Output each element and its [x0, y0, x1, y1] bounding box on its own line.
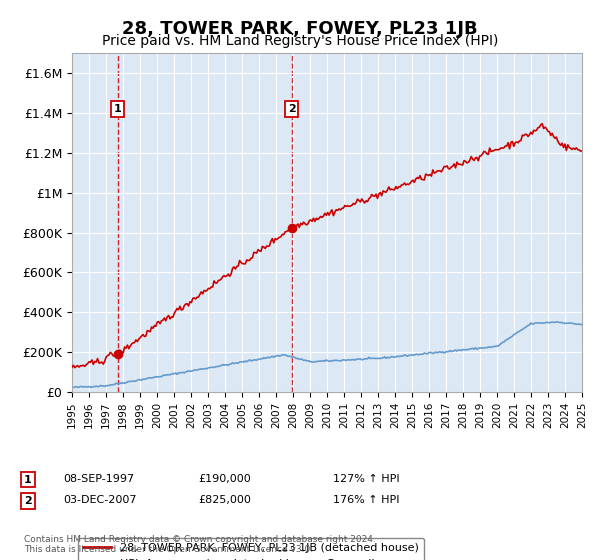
Text: Contains HM Land Registry data © Crown copyright and database right 2024.
This d: Contains HM Land Registry data © Crown c…	[24, 535, 376, 554]
Text: £825,000: £825,000	[198, 495, 251, 505]
Text: 127% ↑ HPI: 127% ↑ HPI	[333, 474, 400, 484]
Legend: 28, TOWER PARK, FOWEY, PL23 1JB (detached house), HPI: Average price, detached h: 28, TOWER PARK, FOWEY, PL23 1JB (detache…	[77, 538, 424, 560]
Text: 2: 2	[24, 496, 32, 506]
Text: 176% ↑ HPI: 176% ↑ HPI	[333, 495, 400, 505]
Text: 1: 1	[114, 104, 122, 114]
Text: Price paid vs. HM Land Registry's House Price Index (HPI): Price paid vs. HM Land Registry's House …	[102, 34, 498, 48]
Text: 28, TOWER PARK, FOWEY, PL23 1JB: 28, TOWER PARK, FOWEY, PL23 1JB	[122, 20, 478, 38]
Text: £190,000: £190,000	[198, 474, 251, 484]
Text: 1: 1	[24, 475, 32, 485]
Text: 03-DEC-2007: 03-DEC-2007	[63, 495, 137, 505]
Text: 08-SEP-1997: 08-SEP-1997	[63, 474, 134, 484]
Text: 2: 2	[288, 104, 296, 114]
